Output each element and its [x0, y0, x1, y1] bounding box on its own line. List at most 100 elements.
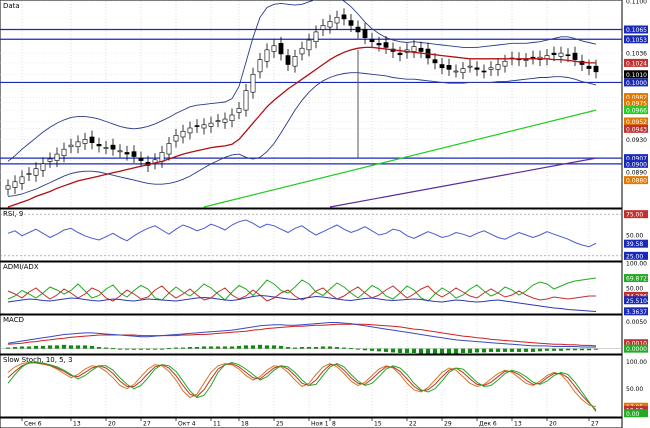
candle-body	[467, 65, 473, 68]
price-ylabel-badge	[624, 106, 648, 115]
macd-histogram-bar	[187, 347, 193, 349]
candle-body	[292, 56, 298, 67]
macd-histogram-bar	[208, 346, 214, 349]
candle-body	[439, 64, 445, 69]
macd-histogram-bar	[544, 348, 550, 351]
stoch-panel[interactable]: Slow Stoch, 10, 5, 3	[0, 354, 623, 418]
stoch-panel-title: Slow Stoch, 10, 5, 3	[3, 356, 73, 364]
rsi-ylabel-badge	[624, 210, 648, 219]
candle-body	[243, 90, 249, 111]
candle-body	[572, 52, 578, 60]
macd-panel-title: MACD	[3, 316, 24, 324]
price-ylabel: 0.0943	[626, 126, 647, 133]
macd-histogram-bar	[5, 347, 11, 349]
x-tick-label: 27	[591, 421, 599, 428]
candle-body	[194, 125, 200, 127]
macd-histogram-bar	[418, 348, 424, 354]
candle-body	[551, 52, 557, 56]
candle-body	[257, 59, 263, 73]
macd-histogram-bar	[355, 348, 361, 350]
candle-body	[47, 158, 53, 162]
price-ylabel: 0.0982	[626, 95, 647, 102]
macd-histogram-bar	[257, 344, 263, 349]
x-tick-label: 8	[332, 421, 336, 428]
macd-histogram-bar	[439, 348, 445, 354]
rsi-ylabel-badge	[624, 251, 648, 260]
candle-body	[586, 65, 592, 69]
candle-body	[369, 38, 375, 43]
macd-histogram-bar	[320, 346, 326, 349]
macd-histogram-bar	[271, 345, 277, 349]
candle-body	[33, 168, 39, 176]
macd-histogram-bar	[474, 348, 480, 353]
sma-green-line	[203, 109, 597, 208]
candle-body	[411, 46, 417, 52]
price-ylabel-badge	[624, 117, 648, 126]
adx-panel-frame	[0, 261, 623, 315]
macd-histogram-bar	[173, 347, 179, 349]
adx-ylabel: 50.00	[626, 286, 643, 293]
macd-ylabel: 0.0000	[626, 346, 647, 353]
macd-histogram-bar	[103, 347, 109, 349]
macd-histogram-bar	[19, 346, 25, 349]
candle-body	[453, 70, 459, 73]
adx-ylabel: 100.00	[626, 261, 647, 268]
adx-panel[interactable]: ADMI/ADX	[0, 261, 623, 315]
macd-histogram-bar	[222, 346, 228, 349]
adx-line-2	[7, 294, 597, 312]
candle-body	[89, 136, 95, 143]
price-ylabel-badge	[624, 35, 648, 44]
x-tick-label: 22	[409, 421, 417, 428]
macd-histogram-bar	[250, 345, 256, 349]
x-tick-label: 18	[241, 421, 249, 428]
rsi-ylabel: 75.00	[626, 212, 643, 219]
macd-histogram-bar	[397, 348, 403, 353]
price-ylabel-badge	[624, 58, 648, 67]
price-ylabel: 0.0930	[626, 137, 647, 144]
price-ylabel: 0.1036	[626, 51, 647, 58]
macd-histogram-bar	[460, 348, 466, 353]
candle-body	[327, 21, 333, 28]
price-ylabel-badge	[624, 93, 648, 102]
macd-histogram-bar	[593, 348, 599, 350]
candle-body	[271, 45, 277, 52]
candle-body	[117, 150, 123, 153]
macd-histogram-bar	[348, 348, 354, 350]
macd-histogram-bar	[61, 344, 67, 349]
stoch-line-2	[7, 361, 597, 412]
candle-body	[530, 56, 536, 59]
macd-histogram-bar	[26, 346, 32, 349]
macd-histogram-bar	[264, 345, 270, 349]
y-axis: 0.1100 0.1065 0.1053 0.1036 0.1024 0.10100.10…	[624, 0, 650, 418]
macd-histogram-bar	[180, 347, 186, 349]
candle-body	[222, 118, 228, 123]
candle-body	[12, 181, 18, 188]
candle-body	[124, 152, 130, 155]
macd-histogram-bar	[201, 346, 207, 349]
macd-signal-line	[7, 323, 597, 347]
macd-ylabel-badge	[624, 344, 648, 353]
macd-histogram-bar	[425, 348, 431, 354]
macd-histogram-bar	[145, 348, 151, 350]
candle-body	[383, 42, 389, 48]
macd-histogram-bar	[488, 348, 494, 352]
price-ylabel: 0.0880	[626, 178, 647, 185]
adx-ylabel: 25.5104	[626, 298, 650, 305]
x-tick-label: Ноя 1	[311, 421, 329, 428]
candle-body	[474, 67, 480, 70]
macd-histogram-bar	[117, 348, 123, 350]
candle-body	[362, 29, 368, 38]
macd-histogram-bar	[75, 345, 81, 349]
x-tick-label: 11	[213, 421, 221, 428]
macd-histogram-bar	[152, 348, 158, 350]
candle-body	[320, 25, 326, 30]
macd-histogram-bar	[33, 345, 39, 349]
rsi-panel[interactable]: RSI, 9	[0, 208, 623, 262]
x-tick-label: 15	[374, 421, 382, 428]
macd-histogram-bar	[432, 348, 438, 354]
candle-body	[236, 108, 242, 113]
macd-histogram-bar	[579, 348, 585, 351]
candle-body	[40, 163, 46, 171]
candle-body	[208, 122, 214, 127]
